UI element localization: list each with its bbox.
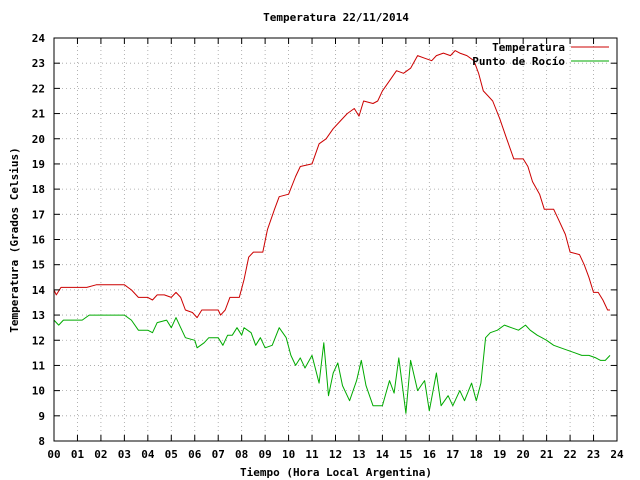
x-tick-label: 23	[587, 448, 600, 461]
y-tick-label: 24	[32, 32, 46, 45]
x-tick-label: 17	[446, 448, 459, 461]
x-tick-label: 08	[235, 448, 248, 461]
x-tick-label: 11	[305, 448, 319, 461]
x-tick-label: 14	[376, 448, 390, 461]
y-tick-labels: 8 9 10 11 12 13 14 15 16 17 18 19 20 21 22 23 24	[32, 32, 46, 448]
series-line-punto-de-rocio	[53, 314, 611, 414]
y-tick-label: 10	[32, 385, 45, 398]
x-tick-label: 02	[94, 448, 107, 461]
y-tick-label: 12	[32, 334, 45, 347]
x-tick-label: 01	[71, 448, 85, 461]
x-tick-label: 05	[165, 448, 178, 461]
x-tick-label: 20	[517, 448, 530, 461]
x-tick-label: 09	[259, 448, 272, 461]
y-tick-label: 23	[32, 57, 45, 70]
x-tick-label: 10	[282, 448, 295, 461]
x-tick-label: 21	[540, 448, 554, 461]
y-tick-label: 11	[32, 359, 46, 372]
legend-label-punto-de-rocio: Punto de Rocío	[472, 55, 565, 68]
series-layer	[53, 50, 611, 414]
x-tick-label: 04	[141, 448, 155, 461]
y-tick-label: 15	[32, 259, 45, 272]
y-tick-label: 17	[32, 208, 45, 221]
y-tick-label: 14	[32, 284, 46, 297]
x-tick-label: 22	[563, 448, 576, 461]
x-tick-label: 19	[493, 448, 506, 461]
legend: Temperatura Punto de Rocío	[472, 41, 609, 68]
legend-label-temperatura: Temperatura	[492, 41, 565, 54]
x-tick-label: 13	[352, 448, 365, 461]
y-tick-label: 20	[32, 133, 45, 146]
x-tick-label: 00	[47, 448, 60, 461]
x-axis-label: Tiempo (Hora Local Argentina)	[240, 466, 432, 479]
x-tick-label: 07	[212, 448, 225, 461]
axis-ticks	[53, 37, 618, 442]
x-tick-label: 18	[470, 448, 483, 461]
y-tick-label: 18	[32, 183, 45, 196]
x-tick-label: 24	[610, 448, 624, 461]
x-tick-label: 03	[118, 448, 131, 461]
y-tick-label: 19	[32, 158, 45, 171]
y-tick-label: 8	[38, 435, 45, 448]
y-tick-label: 13	[32, 309, 45, 322]
y-tick-label: 21	[32, 108, 46, 121]
y-tick-label: 22	[32, 82, 45, 95]
x-tick-label: 15	[399, 448, 412, 461]
x-tick-label: 12	[329, 448, 342, 461]
y-tick-label: 16	[32, 234, 46, 247]
y-axis-label: Temperatura (Grados Celsius)	[8, 147, 21, 332]
x-tick-labels: 00 01 02 03 04 05 06 07 08 09 10 11 12 13 14 15 16 17 18 19…	[47, 448, 624, 461]
x-tick-label: 06	[188, 448, 202, 461]
x-tick-label: 16	[423, 448, 437, 461]
y-tick-label: 9	[38, 410, 45, 423]
series-line-temperatura	[53, 50, 610, 319]
chart-title: Temperatura 22/11/2014	[263, 11, 409, 24]
